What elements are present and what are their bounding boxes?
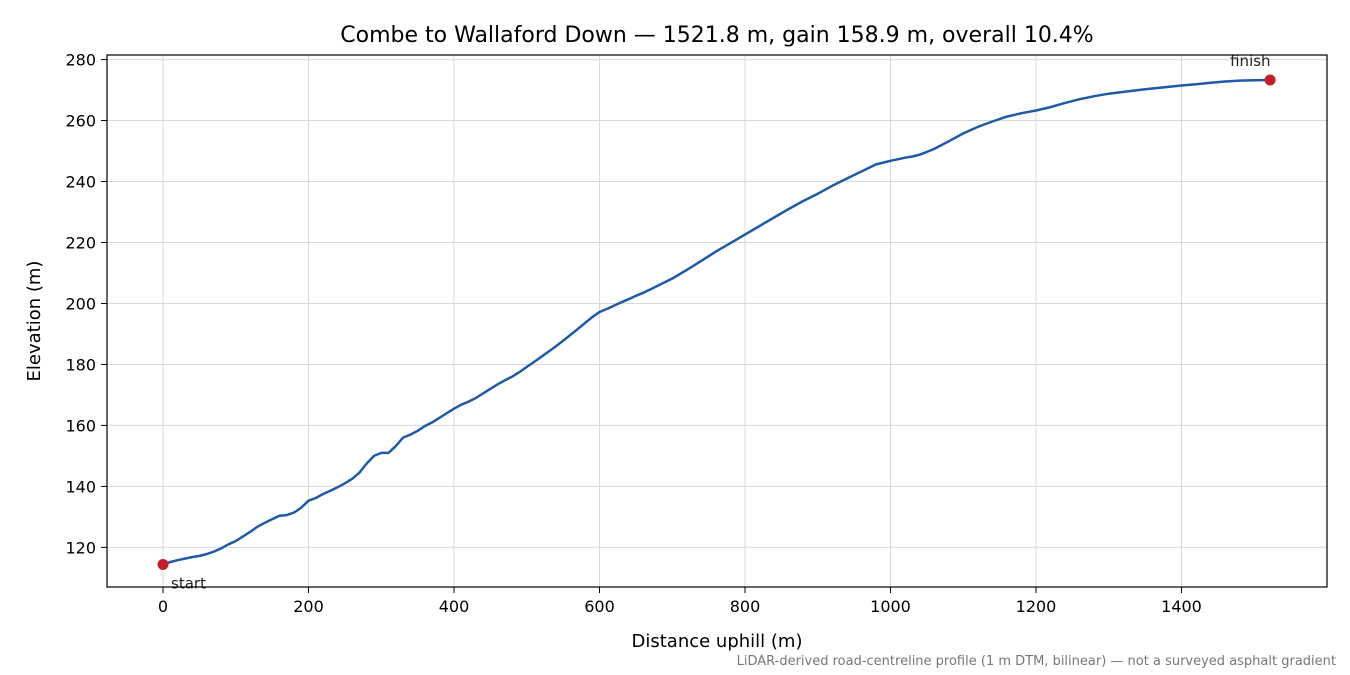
y-tick-label-140: 140 <box>65 477 96 496</box>
endpoint-markers: start finish <box>157 52 1276 592</box>
y-tick-label-280: 280 <box>65 51 96 70</box>
footnote: LiDAR-derived road-centreline profile (1… <box>737 654 1336 669</box>
chart-title: Combe to Wallaford Down — 1521.8 m, gain… <box>340 23 1093 48</box>
y-tick-label-220: 220 <box>65 233 96 252</box>
x-tick-label-200: 200 <box>293 597 324 616</box>
y-tick-label-200: 200 <box>65 294 96 313</box>
marker-finish <box>1264 74 1276 86</box>
x-tick-label-1400: 1400 <box>1161 597 1202 616</box>
x-tick-label-800: 800 <box>730 597 761 616</box>
x-tick-label-0: 0 <box>158 597 168 616</box>
x-tick-label-400: 400 <box>439 597 470 616</box>
grid-lines <box>107 55 1327 587</box>
x-tick-label-1000: 1000 <box>870 597 911 616</box>
marker-start <box>157 558 169 570</box>
y-tick-label-160: 160 <box>65 416 96 435</box>
x-axis-label: Distance uphill (m) <box>632 631 803 652</box>
x-tick-label-600: 600 <box>584 597 615 616</box>
y-tick-label-180: 180 <box>65 355 96 374</box>
plot-frame <box>106 54 1328 588</box>
y-tick-label-260: 260 <box>65 112 96 131</box>
y-axis-ticks: 120 140 160 180 200 220 240 260 280 <box>65 51 107 557</box>
y-tick-label-120: 120 <box>65 538 96 557</box>
series-line-elevation <box>162 78 1271 566</box>
y-axis-label: Elevation (m) <box>24 261 45 382</box>
y-tick-label-240: 240 <box>65 173 96 192</box>
marker-label-start: start <box>171 574 206 592</box>
marker-label-finish: finish <box>1230 52 1270 70</box>
x-axis-ticks: 0 200 400 600 800 1000 1200 1400 <box>158 587 1202 616</box>
x-tick-label-1200: 1200 <box>1016 597 1057 616</box>
